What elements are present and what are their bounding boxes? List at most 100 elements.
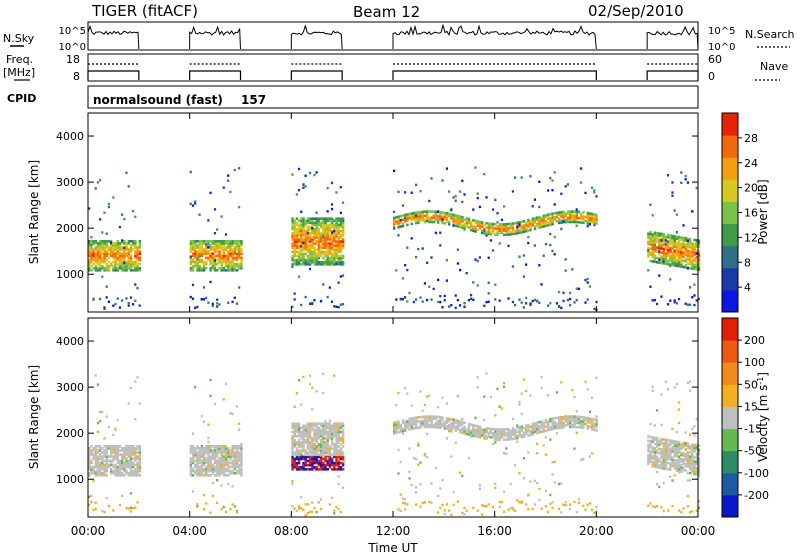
echo-cell [658,441,661,445]
echo-cell [680,459,683,463]
echo-cell [684,251,687,255]
echo-cell [300,303,303,307]
echo-cell [393,220,396,224]
echo-cell [103,437,106,440]
echo-cell [333,455,336,459]
echo-cell [330,238,334,241]
echo-cell [211,304,214,308]
echo-cell [213,256,217,260]
echo-cell [114,254,117,258]
echo-cell [538,301,541,304]
echo-cell [697,245,701,249]
echo-cell [291,441,294,444]
echo-cell [209,246,212,249]
echo-cell [123,242,126,245]
echo-cell [88,207,91,210]
echo-cell [297,455,301,459]
echo-cell [202,461,206,465]
echo-cell [339,465,343,469]
echo-cell [575,421,578,425]
echo-cell [222,258,226,262]
echo-cell [211,494,214,498]
echo-cell [401,218,405,222]
echo-cell [300,449,303,452]
echo-cell [295,392,298,395]
echo-cell [322,372,325,376]
echo-cell [456,222,460,226]
echo-cell [651,249,654,253]
echo-cell [295,246,299,250]
echo-cell [293,451,296,455]
echo-cell [129,447,133,450]
echo-cell [202,252,206,256]
echo-cell [196,246,199,249]
echo-cell [660,462,663,466]
echo-cell [319,461,323,465]
echo-cell [536,452,539,455]
echo-cell [315,461,318,465]
echo-cell [586,211,589,215]
y-tick-label-1: 2000 [56,427,84,440]
echo-cell [94,507,97,511]
echo-cell [319,221,323,225]
echo-cell [445,216,449,219]
echo-cell [474,430,477,434]
echo-cell [297,250,301,254]
echo-cell [322,436,325,440]
echo-cell [669,455,672,459]
echo-cell [531,221,534,225]
echo-cell [324,445,327,448]
echo-cell [330,457,334,461]
echo-cell [518,432,521,435]
echo-cell [313,445,316,448]
echo-cell [196,252,199,256]
echo-cell [577,287,580,291]
echo-cell [103,260,106,264]
echo-cell [415,491,418,494]
echo-cell [189,202,192,205]
echo-cell [582,504,585,508]
echo-cell [684,245,687,248]
echo-cell [105,250,108,253]
echo-cell [207,258,210,262]
echo-cell [295,250,299,254]
echo-cell [647,439,650,443]
echo-cell [293,250,296,254]
echo-cell [675,262,679,266]
echo-cell [673,259,676,263]
echo-cell [224,455,228,458]
echo-cell [456,427,460,431]
echo-cell [456,214,460,218]
echo-cell [293,422,296,426]
echo-cell [209,465,212,469]
echo-cell [220,244,223,247]
echo-cell [222,459,226,463]
echo-cell [529,429,532,433]
echo-cell [333,445,336,448]
echo-cell [399,423,402,427]
echo-cell [319,236,323,239]
echo-cell [216,246,219,249]
echo-cell [300,242,303,245]
echo-cell [333,426,336,430]
echo-cell [337,246,340,250]
echo-cell [324,219,327,223]
echo-cell [691,449,694,453]
echo-cell [500,225,504,228]
echo-cell [675,235,679,239]
echo-cell [571,212,574,215]
echo-cell [88,250,91,253]
echo-cell [697,456,701,460]
echo-cell [682,240,685,244]
echo-cell [520,176,523,179]
echo-cell [397,508,400,511]
echo-cell [677,297,681,301]
echo-cell [505,227,508,230]
echo-cell [326,186,329,190]
echo-cell [397,426,400,430]
echo-cell [591,508,594,512]
echo-cell [677,260,681,264]
echo-cell [328,426,332,430]
echo-cell [198,250,201,253]
